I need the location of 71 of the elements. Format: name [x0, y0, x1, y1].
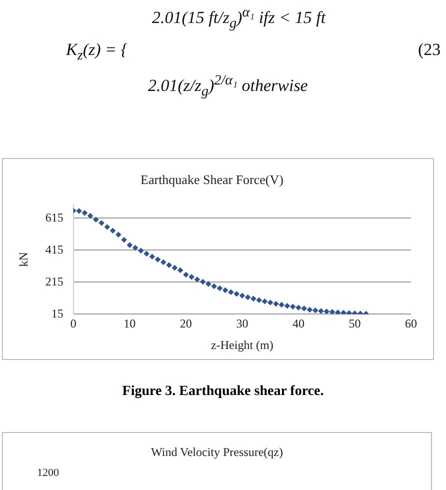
point: [307, 307, 312, 312]
point: [268, 300, 274, 306]
x-tick-label: 0: [70, 316, 76, 331]
point: [88, 213, 93, 218]
x-tick-label: 20: [180, 316, 192, 331]
point: [82, 210, 88, 216]
point: [160, 260, 166, 265]
text: K$_{z}$(z) = {: [66, 40, 128, 64]
point: [206, 281, 212, 287]
point: [262, 298, 268, 304]
chart-title: Earthquake Shear Force(V): [140, 172, 284, 188]
point: [330, 309, 335, 314]
point: [138, 248, 144, 254]
point: [183, 272, 189, 278]
point: [188, 274, 194, 280]
text: 1200: [37, 467, 59, 479]
point: [121, 237, 127, 242]
point: [278, 302, 284, 308]
point: [296, 304, 302, 310]
point: [346, 310, 352, 314]
y-tick-label: 215: [45, 274, 64, 288]
point: [144, 251, 150, 256]
point: [240, 292, 245, 298]
point: [318, 308, 324, 314]
point: [301, 306, 307, 312]
y-axis-title: kN: [16, 252, 30, 267]
point: [335, 310, 341, 314]
text: 2.01(z/z$_{g}$)$^{2/α₁}$ otherwise: [148, 72, 308, 100]
point: [250, 296, 256, 302]
y-tick-label: 415: [45, 242, 64, 256]
x-tick-label: 40: [292, 316, 304, 331]
text: (23: [418, 40, 441, 59]
point: [200, 279, 206, 284]
point: [149, 254, 155, 260]
caption: Figure 3. Earthquake shear force.: [122, 384, 324, 399]
point: [110, 228, 116, 234]
text: Wind Velocity Pressure(qz): [150, 445, 284, 460]
point: [98, 220, 104, 226]
point: [340, 310, 346, 314]
point: [93, 216, 99, 222]
text: 2.01(15 ft/z$_{g}$)$^{α₁}$ ifz < 15 ft: [152, 4, 326, 32]
point: [178, 268, 184, 273]
point: [211, 284, 217, 289]
point: [312, 308, 318, 314]
x-tick-label: 10: [124, 316, 136, 331]
point: [290, 304, 296, 310]
point: [228, 289, 234, 295]
point: [104, 224, 110, 230]
x-tick-label: 60: [405, 316, 417, 331]
y-tick-label: 15: [51, 306, 64, 320]
point: [245, 294, 251, 300]
point: [155, 256, 160, 262]
point: [76, 208, 82, 214]
point: [256, 297, 262, 303]
point: [166, 262, 172, 268]
point: [116, 232, 122, 238]
point: [126, 242, 132, 248]
point: [324, 308, 330, 314]
x-tick-label: 50: [348, 316, 361, 331]
point: [352, 310, 358, 314]
x-tick-label: 30: [236, 316, 248, 331]
x-axis-title: z-Height (m): [211, 338, 274, 352]
point: [194, 276, 200, 282]
point: [222, 288, 228, 293]
point: [273, 301, 279, 306]
point: [132, 245, 138, 250]
point: [284, 303, 290, 309]
point: [234, 291, 240, 297]
y-tick-label: 615: [45, 210, 64, 224]
point: [216, 286, 222, 291]
point: [172, 265, 178, 270]
